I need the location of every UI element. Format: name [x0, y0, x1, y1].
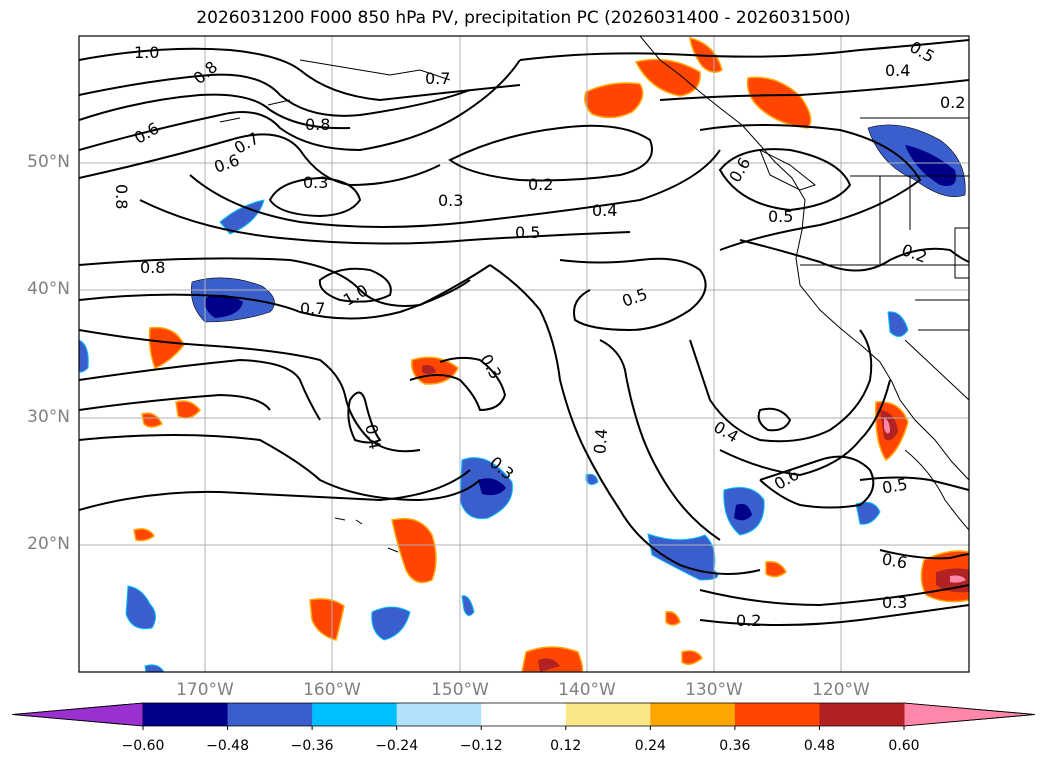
precip-blob	[461, 595, 475, 616]
lat-label-20n: 20°N	[27, 534, 70, 554]
colorbar-tick-marks	[142, 726, 905, 730]
precip-blob	[746, 76, 812, 129]
map-title: 2026031200 F000 850 hPa PV, precipitatio…	[196, 8, 851, 28]
colorbar-tick-label: 0.48	[803, 738, 836, 754]
colorbar	[11, 702, 1036, 730]
colorbar-extend-low	[11, 702, 144, 727]
precip-blob-core	[478, 478, 506, 496]
colorbar-extend-high	[903, 702, 1036, 727]
colorbar-segment	[396, 703, 482, 726]
colorbar-tick-label: −0.36	[290, 738, 334, 754]
precip-blob	[887, 311, 909, 337]
contour-label: 0.8	[305, 115, 330, 134]
contour-label: 0.5	[768, 207, 793, 226]
precip-blob-core	[422, 364, 436, 374]
colorbar-segment	[734, 703, 820, 726]
contour-label: 0.3	[303, 173, 328, 192]
precip-blob	[765, 560, 787, 578]
colorbar-tick-label: −0.60	[121, 738, 165, 754]
contour-label: 0.2	[736, 611, 761, 630]
precip-positive-anomalies	[133, 37, 969, 672]
precip-negative-anomalies	[79, 124, 966, 672]
precip-blob-core	[734, 503, 752, 521]
contour-label: 0.5	[881, 474, 909, 497]
lon-label-140w: 140°W	[558, 680, 616, 700]
contour-label: 0.8	[112, 184, 131, 209]
map-frame	[78, 35, 970, 673]
colorbar-tick-label: −0.12	[459, 738, 503, 754]
precip-blob	[309, 598, 345, 641]
colorbar-segment	[481, 703, 567, 726]
colorbar-segment	[312, 703, 398, 726]
precip-blob	[133, 528, 155, 542]
precip-blob	[79, 339, 89, 373]
precip-blob	[219, 199, 265, 235]
precip-blob	[371, 606, 411, 641]
precip-blob	[144, 664, 165, 672]
contour-label: 0.4	[885, 61, 910, 80]
contour-label: 0.2	[940, 93, 965, 112]
precip-blob	[585, 473, 599, 486]
lat-label-50n: 50°N	[27, 152, 70, 172]
contour-label: 0.7	[425, 69, 450, 88]
precip-blob	[148, 326, 185, 369]
precip-blob-core	[950, 575, 966, 583]
contour-label: 0.6	[880, 549, 908, 572]
colorbar-segment	[227, 703, 313, 726]
precip-blob-core	[538, 658, 560, 672]
colorbar-segment	[143, 703, 229, 726]
precip-blob	[141, 412, 164, 428]
colorbar-segment	[565, 703, 651, 726]
colorbar-tick-label: 0.36	[719, 738, 751, 754]
contour-label: 0.7	[300, 299, 325, 318]
precip-blob	[521, 646, 584, 672]
contour-label: 0.8	[140, 258, 165, 277]
contour-label: 0.3	[438, 191, 463, 210]
lon-label-150w: 150°W	[431, 680, 489, 700]
colorbar-segment	[650, 703, 736, 726]
contour-label: 0.4	[361, 423, 384, 451]
lat-label-40n: 40°N	[27, 279, 70, 299]
colorbar-tick-label: 0.60	[888, 738, 920, 754]
colorbar-segment	[819, 703, 905, 726]
colorbar-segments	[11, 702, 1036, 727]
lon-label-160w: 160°W	[303, 680, 361, 700]
precip-blob-core	[204, 294, 243, 318]
contour-label: 1.0	[134, 43, 159, 62]
precip-blob	[634, 58, 701, 97]
precip-blob	[391, 517, 437, 584]
contour-label: 0.3	[882, 593, 907, 612]
colorbar-tick-label: 0.24	[634, 738, 666, 754]
contour-label: 0.5	[515, 223, 540, 242]
precip-blob	[665, 610, 681, 626]
lon-label-130w: 130°W	[685, 680, 743, 700]
contour-label: 0.4	[590, 428, 611, 455]
colorbar-tick-label: −0.48	[206, 738, 249, 754]
colorbar-tick-label: −0.24	[375, 738, 419, 754]
contour-label: 0.2	[528, 175, 553, 194]
lon-label-170w: 170°W	[176, 680, 234, 700]
precip-blob-core	[884, 418, 890, 434]
precip-blob	[681, 650, 703, 665]
lat-label-30n: 30°N	[27, 407, 70, 427]
contour-label: 0.4	[592, 201, 617, 220]
map-gridlines	[79, 36, 969, 672]
pv-contours	[79, 39, 969, 626]
lon-label-120w: 120°W	[812, 680, 870, 700]
precip-blob	[125, 585, 156, 630]
map-background	[79, 36, 969, 672]
coastlines	[219, 36, 969, 553]
colorbar-tick-label: 0.12	[550, 738, 582, 754]
precip-blob	[855, 501, 881, 525]
